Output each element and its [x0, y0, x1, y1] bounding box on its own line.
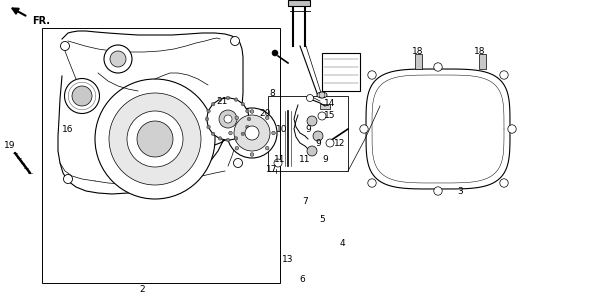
Text: 4: 4 — [339, 238, 345, 247]
Circle shape — [266, 116, 269, 119]
Text: 18: 18 — [412, 46, 424, 55]
Circle shape — [207, 125, 211, 129]
Circle shape — [250, 110, 254, 113]
Circle shape — [95, 79, 215, 199]
Bar — [322, 53, 360, 91]
Circle shape — [274, 159, 282, 167]
Circle shape — [211, 102, 215, 106]
Circle shape — [266, 146, 269, 150]
Circle shape — [64, 175, 73, 184]
Circle shape — [368, 179, 376, 187]
Text: 19: 19 — [4, 141, 16, 150]
Circle shape — [360, 125, 368, 133]
Text: 5: 5 — [319, 215, 325, 224]
Circle shape — [245, 109, 249, 113]
Bar — [288, 0, 310, 6]
Circle shape — [234, 137, 238, 140]
Circle shape — [104, 45, 132, 73]
Circle shape — [434, 187, 442, 195]
Circle shape — [72, 86, 92, 106]
Text: 2: 2 — [139, 286, 145, 294]
Circle shape — [231, 36, 240, 45]
Circle shape — [250, 153, 254, 156]
Circle shape — [319, 92, 325, 98]
Circle shape — [306, 95, 313, 101]
Text: 11: 11 — [274, 154, 286, 163]
Circle shape — [234, 115, 270, 151]
Circle shape — [245, 126, 259, 140]
Circle shape — [326, 139, 334, 147]
Circle shape — [307, 116, 317, 126]
Bar — [42, 28, 280, 283]
Text: 20: 20 — [260, 108, 271, 117]
Circle shape — [241, 132, 245, 136]
Circle shape — [245, 125, 249, 129]
Circle shape — [234, 159, 242, 167]
Text: 6: 6 — [299, 275, 305, 284]
Bar — [415, 54, 422, 69]
Circle shape — [508, 125, 516, 133]
Circle shape — [219, 110, 237, 128]
Circle shape — [218, 137, 222, 140]
Circle shape — [207, 109, 211, 113]
Circle shape — [218, 98, 222, 101]
Text: 18: 18 — [474, 46, 486, 55]
Circle shape — [313, 131, 323, 141]
Circle shape — [500, 71, 508, 79]
Circle shape — [224, 115, 232, 123]
Circle shape — [137, 121, 173, 157]
Circle shape — [211, 132, 215, 136]
Text: 9: 9 — [305, 125, 311, 134]
Text: 11: 11 — [299, 154, 311, 163]
Text: 9: 9 — [315, 138, 321, 147]
Circle shape — [205, 117, 209, 121]
Circle shape — [207, 98, 249, 140]
Text: 17: 17 — [266, 165, 278, 173]
Circle shape — [229, 131, 232, 135]
Circle shape — [318, 112, 326, 120]
Circle shape — [235, 146, 238, 150]
Bar — [320, 104, 330, 109]
Circle shape — [272, 131, 276, 135]
Circle shape — [307, 146, 317, 156]
Text: 8: 8 — [269, 88, 275, 98]
Circle shape — [64, 79, 100, 113]
Circle shape — [110, 51, 126, 67]
Circle shape — [500, 179, 508, 187]
Text: 3: 3 — [457, 187, 463, 196]
Circle shape — [368, 71, 376, 79]
Text: 12: 12 — [335, 138, 346, 147]
Circle shape — [272, 50, 278, 56]
Ellipse shape — [317, 92, 327, 98]
Circle shape — [234, 98, 238, 101]
Text: 21: 21 — [217, 97, 228, 105]
Circle shape — [226, 96, 230, 100]
Circle shape — [61, 42, 70, 51]
Bar — [268, 96, 348, 171]
Text: 14: 14 — [324, 98, 336, 107]
Circle shape — [227, 108, 277, 158]
Text: 9: 9 — [322, 154, 328, 163]
Circle shape — [127, 111, 183, 167]
Circle shape — [247, 117, 251, 121]
Text: 10: 10 — [276, 125, 288, 134]
Circle shape — [235, 116, 238, 119]
Text: 13: 13 — [282, 255, 294, 263]
Text: 7: 7 — [302, 197, 308, 206]
Text: 16: 16 — [63, 125, 74, 134]
Circle shape — [226, 138, 230, 142]
Text: FR.: FR. — [32, 16, 50, 26]
Circle shape — [434, 63, 442, 71]
Circle shape — [241, 102, 245, 106]
Circle shape — [109, 93, 201, 185]
Text: 15: 15 — [324, 111, 336, 120]
Bar — [479, 54, 486, 69]
